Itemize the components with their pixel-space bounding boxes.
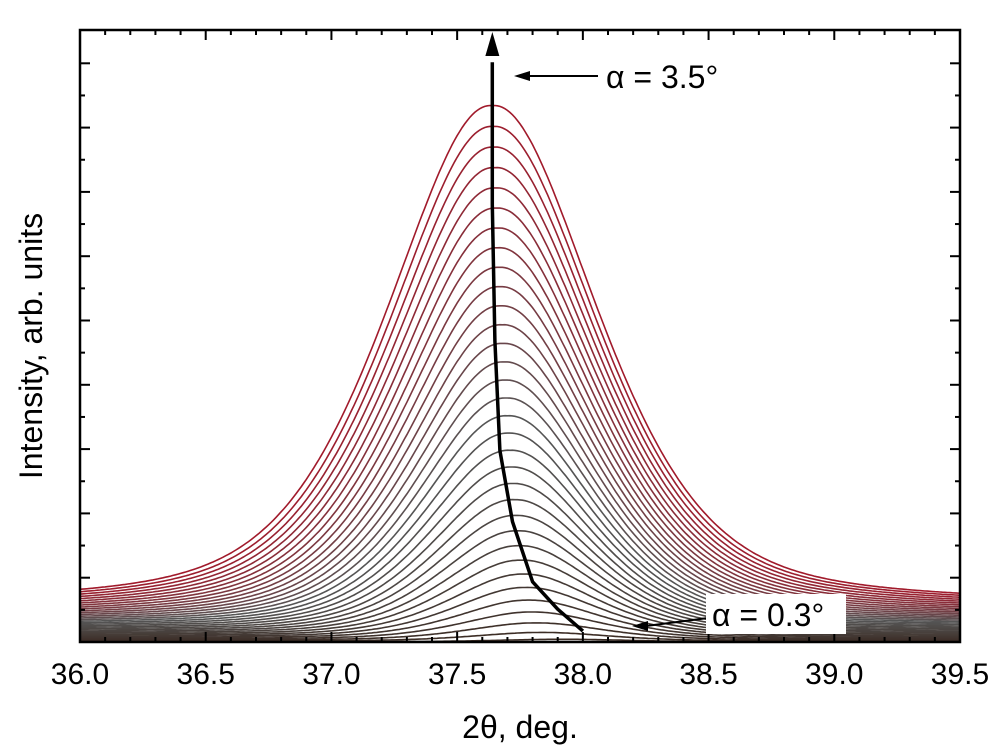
curve-alpha-0.5 <box>80 622 960 641</box>
y-axis-label: Intensity, arb. units <box>13 213 49 479</box>
x-tick-label: 38.5 <box>679 658 737 691</box>
curve-alpha-0.7 <box>80 599 960 639</box>
x-tick-label: 39.0 <box>805 658 863 691</box>
curve-alpha-3.4 <box>79 125 961 597</box>
curve-alpha-2.4 <box>79 323 961 615</box>
trend-arrow-group <box>485 32 585 633</box>
curve-alpha-2.7 <box>79 266 961 610</box>
curve-alpha-2.5 <box>79 305 961 613</box>
annotation-alpha-low: α = 0.3° <box>712 597 824 633</box>
annotation-low-background <box>706 594 846 634</box>
x-tick-label: 36.0 <box>51 658 109 691</box>
curve-alpha-3.1 <box>79 187 961 602</box>
x-tick-label: 37.0 <box>302 658 360 691</box>
x-tick-label: 37.5 <box>428 658 486 691</box>
annotation-low-arrow-line <box>645 617 709 627</box>
annotation-high-arrow-head <box>514 71 530 81</box>
annotation-low-arrow-head <box>632 621 648 631</box>
annotation-group: α = 3.5° α = 0.3° <box>514 59 846 634</box>
x-tick-label: 39.5 <box>931 658 989 691</box>
x-axis-label: 2θ, deg. <box>462 709 578 745</box>
plot-frame <box>78 28 962 644</box>
curve-alpha-2.9 <box>79 227 961 606</box>
curve-alpha-0.9 <box>79 573 960 637</box>
trend-arrow-line <box>490 62 585 633</box>
curve-alpha-0.6 <box>80 611 960 640</box>
trend-arrow-head <box>485 32 500 56</box>
curve-alpha-2.8 <box>79 246 961 608</box>
curve-alpha-3.3 <box>79 146 961 599</box>
x-tick-label: 36.5 <box>177 658 235 691</box>
curve-alpha-0.8 <box>80 586 960 638</box>
x-tick-labels: 36.0 36.5 37.0 37.5 38.0 38.5 39.0 39.5 <box>51 658 989 691</box>
curve-group <box>79 104 961 643</box>
x-tick-label: 38.0 <box>554 658 612 691</box>
curve-alpha-3.2 <box>79 166 961 600</box>
curve-alpha-3 <box>79 207 961 604</box>
tick-group <box>79 30 961 643</box>
curve-alpha-3.5 <box>79 104 961 594</box>
annotation-alpha-high: α = 3.5° <box>606 59 718 95</box>
